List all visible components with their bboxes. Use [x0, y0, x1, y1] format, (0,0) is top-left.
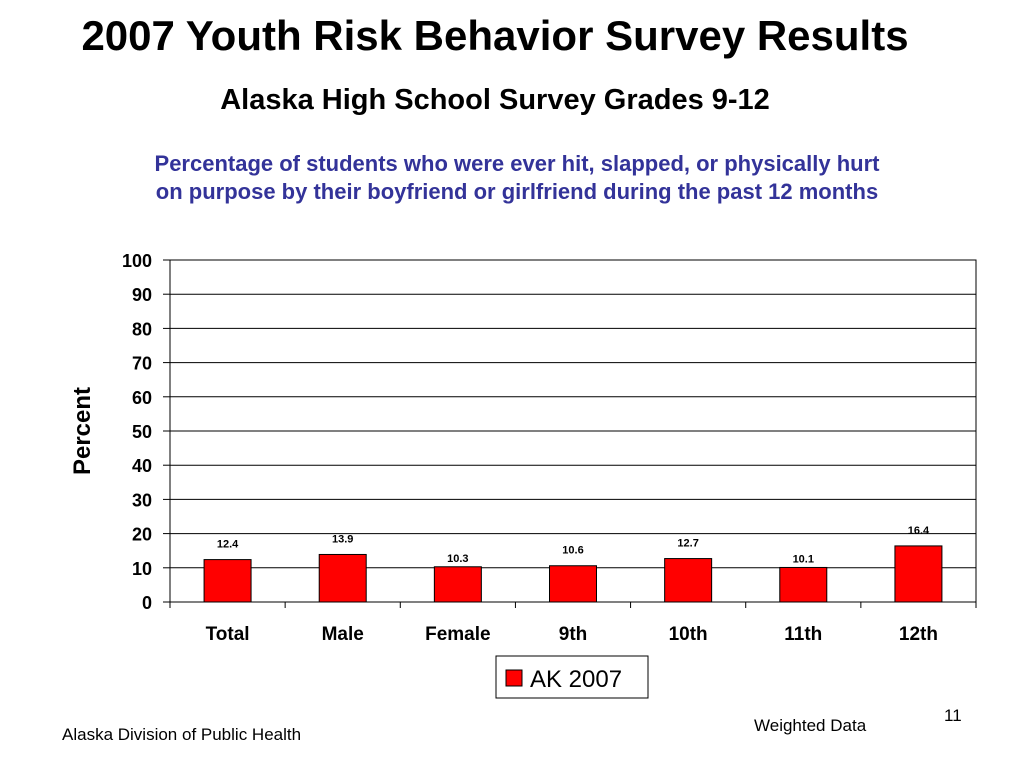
x-tick-label: Female — [425, 624, 490, 645]
y-tick-label: 60 — [132, 388, 152, 408]
data-label: 12.4 — [217, 539, 239, 551]
y-tick-label: 50 — [132, 422, 152, 442]
x-tick-label: 9th — [559, 624, 588, 645]
y-tick-label: 100 — [122, 251, 152, 271]
x-tick-label: Male — [322, 624, 364, 645]
bar-12th — [894, 545, 943, 603]
x-tick-label: 10th — [669, 624, 708, 645]
bar-total — [203, 559, 252, 603]
legend-label: AK 2007 — [530, 666, 622, 693]
y-tick-label: 70 — [132, 354, 152, 374]
slide-subtitle: Alaska High School Survey Grades 9-12 — [220, 84, 770, 116]
slide-title: 2007 Youth Risk Behavior Survey Results — [81, 12, 909, 59]
survey-question: Percentage of students who were ever hit… — [0, 150, 1024, 206]
legend-swatch — [505, 669, 523, 687]
bar-female — [433, 566, 482, 603]
y-tick-label: 90 — [132, 285, 152, 305]
bar-male — [318, 553, 367, 603]
x-tick-label: 12th — [899, 624, 938, 645]
data-label: 13.9 — [332, 533, 353, 545]
question-line-1: Percentage of students who were ever hit… — [154, 151, 880, 176]
data-label: 10.1 — [793, 553, 814, 565]
x-tick-label: Total — [206, 624, 250, 645]
x-tick-label: 11th — [784, 624, 822, 645]
question-line-2: on purpose by their boyfriend or girlfri… — [155, 179, 879, 204]
y-tick-label: 40 — [132, 456, 152, 476]
y-axis-title: Percent — [69, 387, 96, 475]
footer-source: Alaska Division of Public Health — [62, 725, 302, 744]
y-tick-label: 80 — [132, 319, 152, 339]
page-number: 11 — [944, 706, 962, 725]
data-label: 10.6 — [562, 545, 583, 557]
data-label: 12.7 — [677, 538, 698, 550]
y-tick-label: 30 — [132, 490, 152, 510]
bar-9th — [549, 565, 597, 603]
y-tick-label: 0 — [142, 593, 152, 613]
y-tick-label: 20 — [132, 525, 152, 545]
data-label: 16.4 — [908, 525, 930, 537]
y-tick-label: 10 — [132, 559, 152, 579]
data-label: 10.3 — [447, 553, 468, 565]
footer-note: Weighted Data — [754, 716, 867, 735]
bar-10th — [664, 558, 713, 603]
bar-11th — [779, 566, 828, 603]
